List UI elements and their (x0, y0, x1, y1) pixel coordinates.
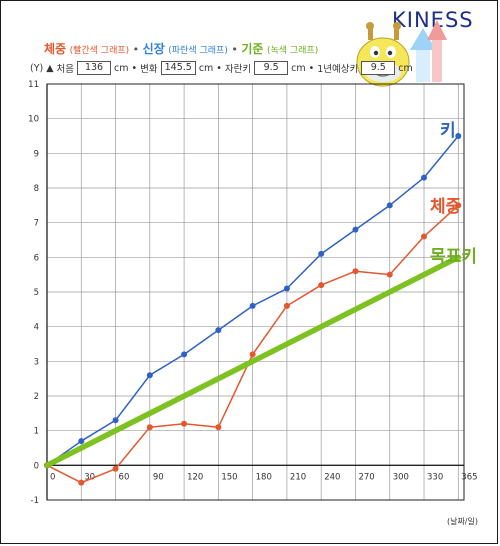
x-tick-label: 270 (358, 472, 374, 482)
y-tick-label: 5 (34, 288, 39, 298)
weight-data-point (249, 351, 256, 358)
expected-unit: cm (398, 62, 413, 74)
x-tick-label: 300 (393, 472, 409, 482)
legend-weight-note: (빨간색 그래프) (69, 46, 130, 56)
weight-data-point (181, 420, 188, 427)
x-tick-label: 180 (256, 472, 272, 482)
y-tick-label: 0 (34, 461, 39, 471)
height-data-point (421, 174, 428, 181)
y-tick-label: 6 (34, 253, 39, 263)
height-data-point (146, 372, 153, 379)
height-data-point (181, 351, 188, 358)
x-tick-label: 30 (84, 472, 95, 482)
change-label: 변화 (140, 64, 158, 75)
first-value-box: 136 (77, 61, 112, 75)
x-axis-label: (날짜/일) (447, 516, 478, 526)
weight-data-point (318, 282, 325, 289)
self-unit: cm (291, 62, 306, 74)
weight-data-point (352, 268, 359, 275)
weight-data-point (421, 233, 428, 240)
x-tick-label: 90 (153, 472, 164, 482)
expected-label: 1년예상키 (317, 64, 359, 75)
weight-data-point (112, 465, 119, 472)
legend-height-label: 신장 (142, 42, 165, 56)
height-data-point (112, 417, 119, 424)
legend-height-note: (파란색 그래프) (168, 46, 228, 56)
y-unit-label: (Y) ▲ (30, 62, 54, 74)
legend-separator: • (231, 43, 238, 56)
y-tick-label: 8 (34, 184, 39, 194)
series-label-target: 목표키 (430, 247, 477, 267)
chart-series (44, 133, 462, 486)
info-dot: • (131, 62, 138, 74)
height-data-point (352, 226, 359, 233)
legend-separator: • (132, 43, 140, 56)
change-unit: cm (198, 62, 214, 74)
y-tick-label: 9 (34, 149, 39, 159)
height-data-point (215, 327, 222, 334)
info-dot: • (308, 62, 315, 74)
info-dot: • (216, 62, 222, 74)
self-label: 자란키 (224, 64, 252, 75)
series-label-weight: 체중 (430, 197, 462, 217)
height-data-point (249, 302, 256, 309)
legend-standard-note: (녹색 그래프) (266, 46, 319, 56)
x-tick-label: 150 (221, 472, 237, 482)
x-tick-label: 210 (290, 472, 306, 482)
change-value-box: 145.5 (160, 61, 196, 75)
x-tick-label: 0 (50, 472, 55, 482)
height-data-point (386, 202, 393, 209)
y-tick-label: 4 (34, 323, 39, 333)
y-tick-label: 11 (28, 80, 39, 90)
x-tick-label: 120 (187, 472, 203, 482)
x-tick-label: 330 (427, 472, 443, 482)
y-tick-label: 7 (34, 219, 39, 229)
chart-axes (46, 83, 465, 501)
chart-grid (46, 83, 464, 501)
legend-line: 체중 (빨간색 그래프) • 신장 (파란색 그래프) • 기준 (녹색 그래프… (44, 40, 318, 57)
weight-data-point (215, 424, 222, 431)
self-value-box: 9.5 (254, 61, 289, 75)
height-data-point (78, 438, 85, 445)
first-label: 처음 (56, 64, 75, 75)
legend-standard-label: 기준 (241, 42, 264, 56)
weight-data-point (146, 424, 153, 431)
y-tick-label: 3 (34, 357, 39, 367)
height-data-point (283, 285, 290, 292)
height-data-point (455, 133, 462, 139)
x-tick-label: 60 (119, 472, 130, 482)
legend-weight-label: 체중 (44, 42, 67, 56)
y-tick-label: 2 (34, 392, 39, 402)
weight-data-point (455, 202, 462, 209)
y-tick-label: 10 (28, 115, 39, 125)
weight-data-point (386, 271, 393, 278)
y-tick-label: 1 (34, 427, 39, 437)
x-tick-label: 240 (324, 472, 340, 482)
weight-data-point (283, 302, 290, 309)
y-tick-label: -1 (31, 496, 39, 506)
info-line: (Y) ▲ 처음 136 cm • 변화 145.5 cm • 자란키 9.5 … (30, 61, 413, 75)
weight-data-point (78, 479, 85, 486)
height-data-point (318, 250, 325, 257)
expected-value-box: 9.5 (361, 61, 396, 75)
series-line-target (44, 254, 462, 469)
x-tick-label: 365 (461, 472, 477, 482)
first-unit: cm (114, 62, 129, 74)
series-label-height: 키 (440, 121, 456, 141)
